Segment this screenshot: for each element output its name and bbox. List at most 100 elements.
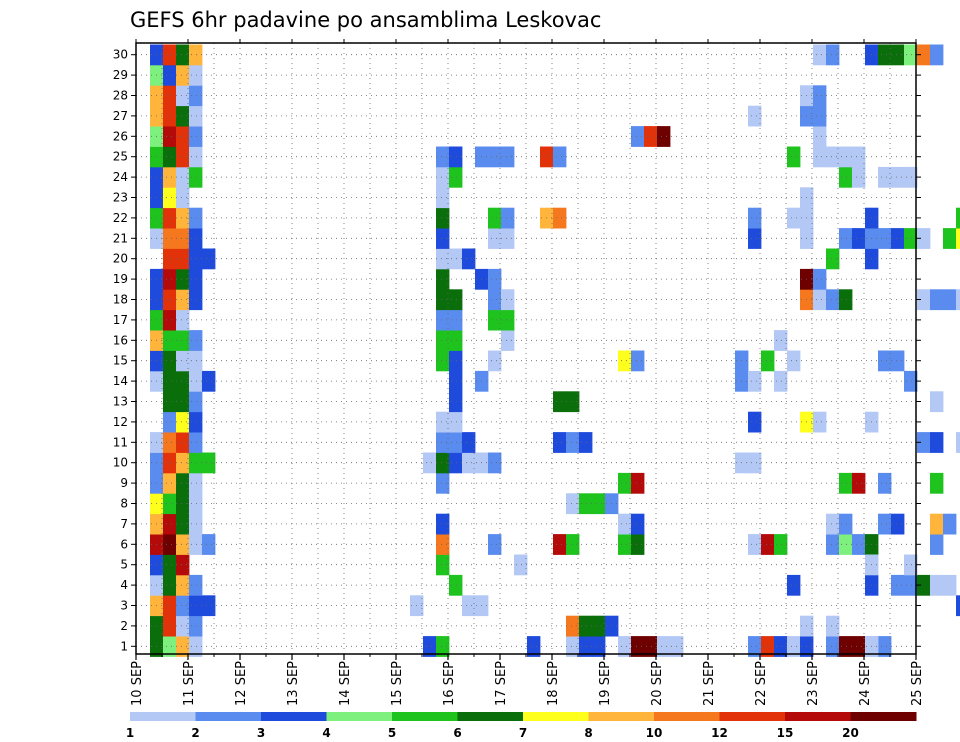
cell-m11-t60 [917, 432, 931, 453]
cell-m18-t60 [917, 289, 931, 311]
y-tick-label: 6 [120, 537, 128, 551]
y-tick-label: 4 [120, 578, 128, 592]
y-tick-label: 25 [113, 150, 128, 164]
cell-m20-t25 [462, 248, 476, 270]
cell-m28-t52 [813, 85, 827, 107]
cell-m18-t24 [449, 289, 463, 311]
cell-m6-t54 [839, 534, 853, 555]
cell-m24-t2 [163, 166, 177, 188]
cell-m15-t50 [787, 350, 801, 372]
cell-m2-t33 [566, 615, 580, 637]
y-tick-label: 17 [113, 313, 128, 327]
cell-m6-t23 [436, 534, 450, 555]
cell-m12-t24 [449, 411, 463, 433]
cell-m11-t4 [189, 432, 203, 453]
cell-m9-t3 [176, 472, 190, 494]
cell-m12-t4 [189, 411, 203, 433]
cell-m30-t59 [904, 44, 918, 66]
cell-m15-t27 [488, 350, 502, 372]
cell-m17-t27 [488, 309, 502, 331]
cell-m3-t25 [462, 595, 476, 617]
cell-m19-t27 [488, 268, 502, 290]
colorbar-label: 5 [388, 726, 396, 740]
cell-m24-t4 [189, 166, 203, 188]
y-tick-label: 15 [113, 354, 128, 368]
cell-m24-t59 [904, 166, 918, 188]
cell-m28-t4 [189, 85, 203, 107]
cell-m25-t4 [189, 146, 203, 168]
cell-m14-t49 [774, 370, 788, 392]
colorbar-label: 10 [646, 726, 663, 740]
cell-m22-t32 [553, 207, 567, 229]
cell-m8-t35 [592, 493, 606, 515]
cell-m22-t3 [176, 207, 190, 229]
cell-m15-t24 [449, 350, 463, 372]
colorbar-label: 12 [711, 726, 728, 740]
cell-m14-t24 [449, 370, 463, 392]
cell-m21-t58 [891, 228, 905, 249]
x-tick-label: 15 SEP [390, 661, 405, 706]
cell-m12-t52 [813, 411, 827, 433]
x-tick-label: 23 SEP [806, 661, 821, 706]
cell-m25-t32 [553, 146, 567, 168]
cell-m15-t2 [163, 350, 177, 372]
cell-m27-t2 [163, 105, 177, 127]
cell-m13-t24 [449, 391, 463, 413]
cell-m21-t57 [878, 228, 892, 249]
cell-m2-t34 [579, 615, 593, 637]
colorbar-segment [654, 712, 720, 721]
cell-m1-t50 [787, 636, 801, 657]
y-axis: 1234567891011121314151617181920212223242… [113, 48, 921, 653]
cell-m8-t3 [176, 493, 190, 515]
cell-m7-t23 [436, 513, 450, 535]
cell-m25-t3 [176, 146, 190, 168]
y-tick-label: 21 [113, 231, 128, 245]
colorbar-label: 1 [126, 726, 134, 740]
cell-m4-t62 [943, 574, 957, 596]
cell-m23-t3 [176, 187, 190, 209]
cell-m12-t2 [163, 411, 177, 433]
x-tick-label: 19 SEP [598, 661, 613, 706]
x-tick-label: 14 SEP [338, 661, 353, 706]
cell-m19-t2 [163, 268, 177, 290]
x-tick-label: 10 SEP [130, 661, 145, 706]
cell-m4-t2 [163, 574, 177, 596]
cell-m13-t61 [930, 391, 944, 413]
cell-m13-t2 [163, 391, 177, 413]
cell-m22-t63 [956, 207, 960, 229]
cell-m19-t23 [436, 268, 450, 290]
cell-m29-t2 [163, 64, 177, 86]
cell-m15-t48 [761, 350, 775, 372]
cell-m1-t49 [774, 636, 788, 657]
cell-m22-t2 [163, 207, 177, 229]
cell-m4-t24 [449, 574, 463, 596]
cell-m10-t24 [449, 452, 463, 474]
cell-m23-t2 [163, 187, 177, 209]
x-tick-label: 25 SEP [910, 661, 925, 706]
cell-m21-t62 [943, 228, 957, 249]
cell-m14-t2 [163, 370, 177, 392]
colorbar-segment [457, 712, 524, 721]
cell-m11-t61 [930, 432, 944, 453]
cell-m18-t62 [943, 289, 957, 311]
x-axis: 10 SEP 11 SEP 12 SEP 13 SEP 14 SEP 15 SEP 16 S… [130, 39, 925, 706]
cell-m10-t23 [436, 452, 450, 474]
cell-m27-t3 [176, 105, 190, 127]
cell-m26-t3 [176, 126, 190, 147]
cell-m7-t4 [189, 513, 203, 535]
colorbar-segment [326, 712, 393, 721]
y-tick-label: 13 [113, 395, 128, 409]
cell-m1-t2 [163, 636, 177, 657]
cell-m23-t23 [436, 187, 450, 209]
cell-m1-t39 [644, 636, 658, 657]
cell-m26-t40 [657, 126, 671, 147]
cell-m11-t63 [956, 432, 960, 453]
cell-m22-t4 [189, 207, 203, 229]
y-tick-label: 18 [113, 293, 128, 307]
cell-m8-t4 [189, 493, 203, 515]
cell-m10-t2 [163, 452, 177, 474]
y-tick-label: 10 [113, 456, 128, 470]
cell-m21-t55 [852, 228, 866, 249]
cell-m16-t23 [436, 330, 450, 351]
